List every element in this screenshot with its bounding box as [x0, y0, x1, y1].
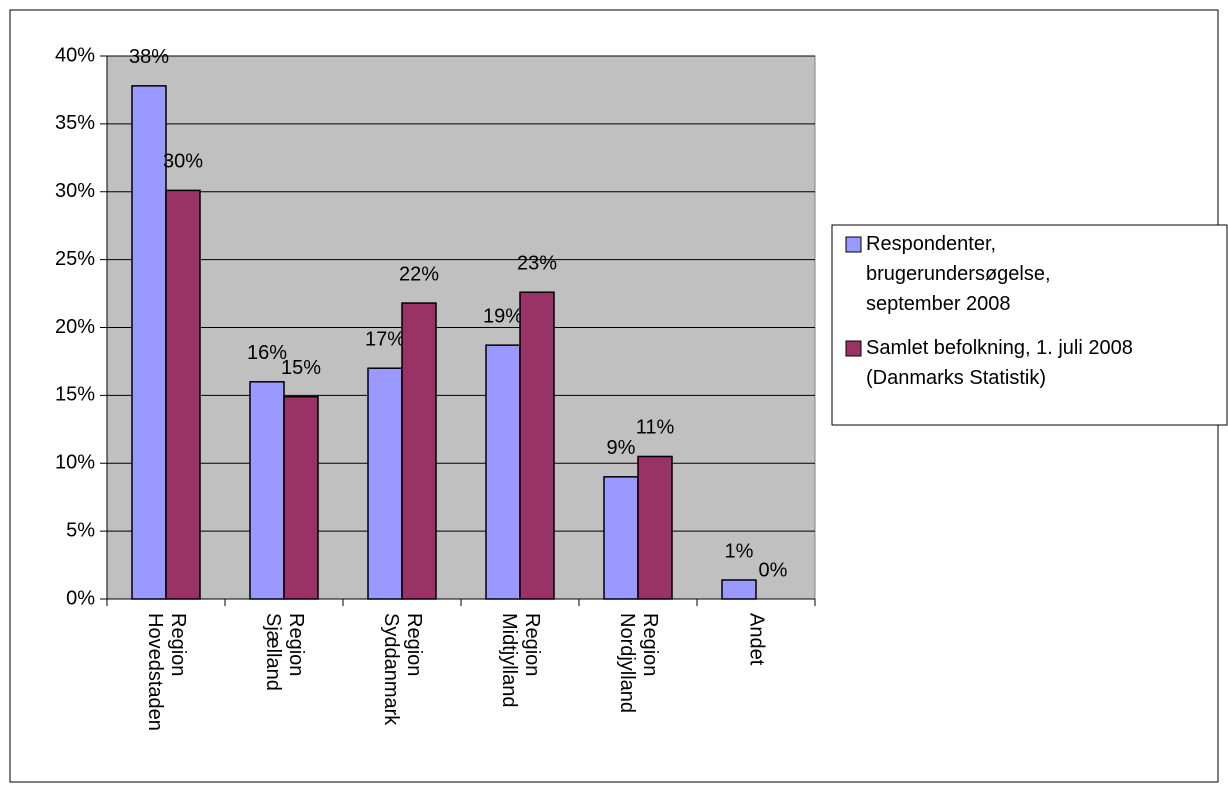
- y-tick-label: 5%: [66, 519, 95, 541]
- value-label: 16%: [247, 342, 287, 364]
- legend-label: Respondenter, brugerundersøgelse, septem…: [866, 233, 1051, 315]
- y-tick-label: 0%: [66, 587, 95, 609]
- value-label: 0%: [759, 559, 788, 581]
- bar: [401, 302, 437, 600]
- value-label: 22%: [399, 263, 439, 285]
- legend-swatch: [845, 236, 862, 253]
- value-label: 23%: [517, 252, 557, 274]
- bar: [165, 189, 201, 600]
- y-tick-label: 35%: [55, 112, 95, 134]
- bar: [367, 367, 403, 600]
- y-tick-label: 40%: [55, 44, 95, 66]
- value-label: 11%: [636, 417, 675, 439]
- y-tick-label: 30%: [55, 180, 95, 202]
- y-tick-label: 25%: [55, 248, 95, 270]
- value-label: 15%: [281, 357, 321, 379]
- legend-box: [831, 224, 1228, 426]
- y-tick-label: 15%: [55, 384, 95, 406]
- bar: [283, 395, 319, 600]
- bar: [603, 476, 639, 600]
- bar: [721, 579, 757, 600]
- x-tick-label: Region Sjælland: [262, 613, 307, 691]
- x-tick-label: Region Hovedstaden: [144, 613, 189, 731]
- value-label: 17%: [365, 329, 405, 351]
- x-tick-label: Region Nordjylland: [616, 613, 661, 714]
- legend-swatch: [845, 340, 862, 357]
- bar: [519, 291, 555, 600]
- bar: [131, 85, 167, 600]
- legend-label: Samlet befolkning, 1. juli 2008 (Danmark…: [866, 337, 1133, 389]
- value-label: 30%: [163, 151, 203, 173]
- bar: [485, 344, 521, 600]
- y-tick-label: 20%: [55, 316, 95, 338]
- value-label: 19%: [483, 305, 523, 327]
- x-tick-label: Region Midtjylland: [498, 613, 543, 708]
- y-tick-label: 10%: [55, 452, 95, 474]
- bar: [637, 455, 673, 600]
- x-tick-label: Region Syddanmark: [380, 613, 425, 726]
- bar: [249, 381, 285, 600]
- value-label: 38%: [129, 46, 169, 68]
- value-label: 9%: [607, 437, 636, 459]
- x-tick-label: Andet: [745, 613, 768, 666]
- value-label: 1%: [725, 540, 754, 562]
